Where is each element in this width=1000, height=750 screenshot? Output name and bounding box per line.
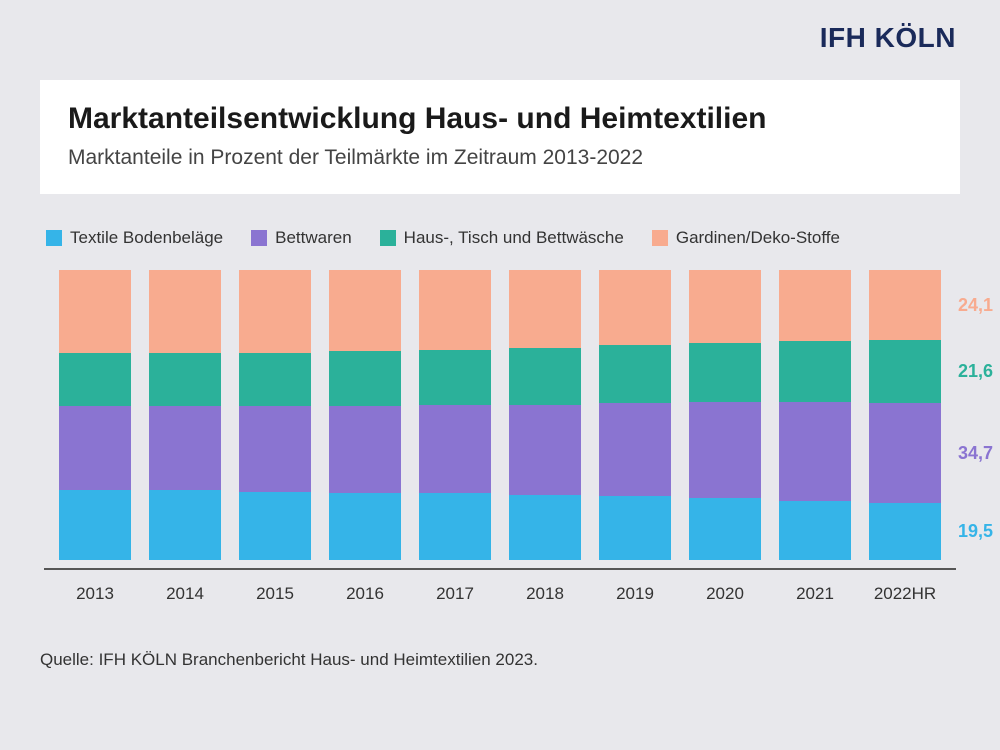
bar-segment [149,270,221,353]
brand-logo: IFH KÖLN [820,22,956,54]
bar-segment [509,495,581,560]
bar-column [680,270,770,568]
legend-label: Gardinen/Deko-Stoffe [676,228,840,248]
bar-segment [419,350,491,405]
bar-segment [239,270,311,353]
bar-column: 19,534,721,624,1 [860,270,950,568]
bar-column [50,270,140,568]
bar-segment [419,405,491,493]
bar-segment [329,270,401,351]
bar-column [500,270,590,568]
bar-segment: 34,7 [869,403,941,504]
segment-value-label: 21,6 [958,361,993,382]
bar-segment [59,490,131,560]
bar-segment [509,405,581,495]
x-axis-label: 2013 [50,570,140,610]
stacked-bar [779,270,851,560]
segment-value-label: 24,1 [958,295,993,316]
stacked-bar [509,270,581,560]
stacked-bar: 19,534,721,624,1 [869,270,941,560]
legend-item: Textile Bodenbeläge [46,228,223,248]
stacked-bar [59,270,131,560]
bar-segment [689,270,761,343]
bar-segment [599,403,671,496]
x-axis-label: 2015 [230,570,320,610]
bar-segment [419,493,491,560]
x-axis-label: 2014 [140,570,230,610]
bar-segment [149,490,221,560]
bar-column [590,270,680,568]
bar-column [770,270,860,568]
bar-segment [599,270,671,345]
stacked-bar [239,270,311,560]
bar-segment [689,343,761,402]
bar-segment [779,402,851,501]
legend-swatch [380,230,396,246]
segment-value-label: 19,5 [958,521,993,542]
stacked-bar [329,270,401,560]
bar-segment [329,406,401,493]
bar-segment [509,348,581,405]
segment-value-label: 34,7 [958,443,993,464]
bar-segment [329,351,401,406]
legend-item: Bettwaren [251,228,352,248]
stacked-bar [689,270,761,560]
bar-column [140,270,230,568]
legend-label: Haus-, Tisch und Bettwäsche [404,228,624,248]
legend-swatch [652,230,668,246]
bar-segment [149,353,221,407]
bar-segment [149,406,221,490]
stacked-bar [419,270,491,560]
bar-segment [329,493,401,560]
bar-segment [599,496,671,560]
legend-label: Textile Bodenbeläge [70,228,223,248]
x-axis-label: 2019 [590,570,680,610]
bar-column [320,270,410,568]
bar-segment [779,501,851,560]
bar-segment [59,353,131,407]
bar-segment: 19,5 [869,503,941,560]
chart-title: Marktanteilsentwicklung Haus- und Heimte… [68,102,932,136]
chart-legend: Textile Bodenbeläge Bettwaren Haus-, Tisch… [46,228,960,248]
stacked-bar [599,270,671,560]
header-box: Marktanteilsentwicklung Haus- und Heimte… [40,80,960,194]
legend-item: Gardinen/Deko-Stoffe [652,228,840,248]
bar-segment [599,345,671,403]
chart-plot-area: 19,534,721,624,1 [44,270,956,570]
x-axis-label: 2018 [500,570,590,610]
bar-column [230,270,320,568]
bar-segment [59,270,131,353]
bar-segment: 21,6 [869,340,941,403]
source-line: Quelle: IFH KÖLN Branchenbericht Haus- u… [40,650,960,670]
bar-segment [689,498,761,560]
stacked-bar [149,270,221,560]
bar-segment [239,353,311,407]
bar-segment [689,402,761,498]
bar-segment [239,492,311,560]
bar-column [410,270,500,568]
chart: 19,534,721,624,1 20132014201520162017201… [44,270,956,610]
x-axis-labels: 2013201420152016201720182019202020212022… [44,570,956,610]
x-axis-label: 2016 [320,570,410,610]
bar-segment: 24,1 [869,270,941,340]
chart-subtitle: Marktanteile in Prozent der Teilmärkte i… [68,146,932,170]
legend-swatch [46,230,62,246]
legend-item: Haus-, Tisch und Bettwäsche [380,228,624,248]
bar-segment [509,270,581,348]
bar-segment [419,270,491,350]
bar-segment [59,406,131,490]
x-axis-label: 2017 [410,570,500,610]
legend-label: Bettwaren [275,228,352,248]
x-axis-label: 2021 [770,570,860,610]
x-axis-label: 2022HR [860,570,950,610]
x-axis-label: 2020 [680,570,770,610]
bar-segment [779,270,851,341]
legend-swatch [251,230,267,246]
bar-segment [239,406,311,492]
bar-segment [779,341,851,402]
